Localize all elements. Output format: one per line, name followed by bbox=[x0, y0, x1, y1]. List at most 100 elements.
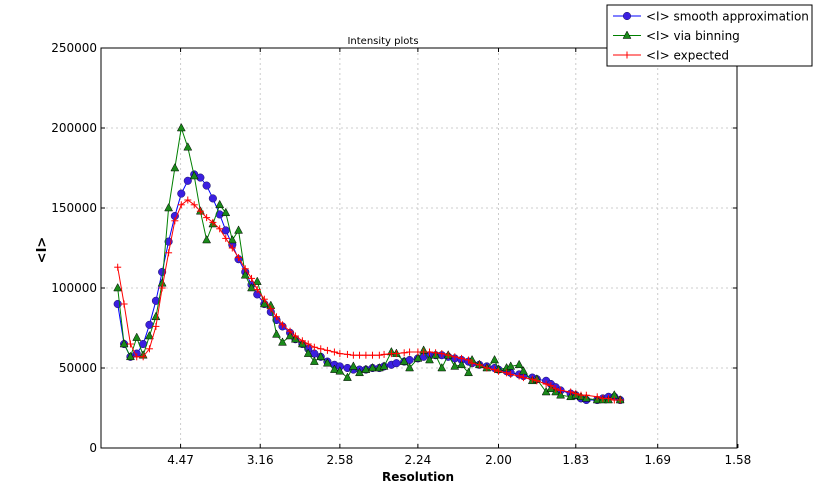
data-point-via-binning bbox=[335, 366, 345, 375]
data-point-via-binning bbox=[343, 372, 352, 381]
data-point-expected bbox=[375, 351, 383, 359]
data-point-expected bbox=[248, 274, 256, 282]
data-point-via-binning bbox=[176, 122, 186, 132]
data-point-expected bbox=[317, 345, 325, 353]
data-point-expected bbox=[235, 254, 243, 262]
series-line-via-binning bbox=[117, 127, 621, 401]
data-point-expected bbox=[515, 372, 523, 380]
data-point-via-binning bbox=[278, 337, 287, 346]
data-point-smooth-approximation bbox=[158, 267, 167, 277]
data-point-via-binning bbox=[285, 330, 295, 340]
data-point-expected bbox=[420, 348, 428, 356]
x-tick-label: 1.58 bbox=[725, 453, 752, 467]
data-point-expected bbox=[145, 345, 153, 353]
series-layer bbox=[113, 122, 625, 405]
data-point-via-binning bbox=[405, 362, 414, 372]
data-point-via-binning bbox=[322, 358, 332, 367]
data-point-expected bbox=[171, 217, 179, 225]
data-point-expected bbox=[507, 370, 515, 378]
legend-frame bbox=[606, 4, 813, 67]
data-point-via-binning bbox=[145, 330, 154, 340]
data-point-via-binning bbox=[303, 348, 313, 357]
legend-marker-smooth-approximation bbox=[622, 11, 632, 21]
legend: <I> smooth approximation <I> via binning <… bbox=[606, 4, 813, 67]
data-point-via-binning bbox=[457, 359, 466, 369]
data-point-expected bbox=[438, 350, 446, 358]
data-point-via-binning bbox=[329, 364, 339, 373]
data-point-expected bbox=[139, 353, 147, 361]
x-tick-label: 4.47 bbox=[167, 453, 194, 467]
data-point-via-binning bbox=[355, 367, 364, 377]
data-point-smooth-approximation bbox=[208, 194, 217, 203]
data-point-via-binning bbox=[234, 225, 243, 234]
y-tick-label: 100000 bbox=[51, 281, 97, 295]
data-point-smooth-approximation bbox=[202, 181, 211, 190]
y-tick-label: 50000 bbox=[59, 361, 97, 375]
data-point-expected bbox=[368, 351, 376, 359]
data-point-expected bbox=[552, 385, 560, 393]
data-point-smooth-approximation bbox=[177, 189, 186, 198]
data-point-expected bbox=[426, 348, 434, 356]
x-tick-label: 1.69 bbox=[644, 453, 671, 467]
data-point-expected bbox=[605, 394, 613, 402]
data-point-via-binning bbox=[151, 311, 161, 321]
data-point-expected bbox=[291, 332, 299, 340]
data-point-expected bbox=[616, 396, 624, 404]
data-point-expected bbox=[458, 354, 466, 362]
data-point-expected bbox=[272, 313, 280, 321]
data-point-expected bbox=[444, 351, 452, 359]
data-point-via-binning bbox=[272, 329, 281, 338]
data-point-via-binning bbox=[170, 162, 180, 172]
data-point-expected bbox=[475, 361, 483, 369]
data-point-expected bbox=[158, 284, 166, 292]
data-point-expected bbox=[503, 369, 511, 377]
data-point-expected bbox=[165, 249, 173, 257]
plot-area-frame bbox=[100, 47, 738, 449]
data-point-via-binning bbox=[437, 362, 447, 372]
data-point-via-binning bbox=[309, 356, 319, 365]
data-point-expected bbox=[432, 349, 440, 357]
data-point-via-binning bbox=[514, 359, 524, 369]
data-point-expected bbox=[400, 349, 408, 357]
data-point-expected bbox=[260, 295, 268, 303]
data-point-via-binning bbox=[247, 282, 256, 292]
y-axis-label: <I> bbox=[35, 237, 50, 264]
data-point-via-binning bbox=[189, 170, 199, 180]
data-point-expected bbox=[362, 351, 370, 359]
data-point-via-binning bbox=[227, 234, 237, 244]
data-point-via-binning bbox=[132, 332, 142, 341]
data-point-expected bbox=[392, 350, 400, 358]
data-point-via-binning bbox=[252, 276, 262, 285]
data-point-expected bbox=[253, 286, 261, 294]
data-point-expected bbox=[451, 353, 459, 361]
series-via-binning bbox=[113, 122, 625, 404]
data-point-via-binning bbox=[413, 353, 423, 362]
data-point-via-binning bbox=[202, 234, 212, 244]
data-point-smooth-approximation bbox=[113, 299, 122, 309]
data-point-expected bbox=[380, 350, 388, 358]
data-point-expected bbox=[468, 359, 476, 367]
data-point-via-binning bbox=[464, 367, 473, 377]
y-tick-label: 150000 bbox=[51, 201, 97, 215]
data-point-via-binning bbox=[379, 361, 389, 370]
data-point-expected bbox=[519, 374, 527, 382]
data-point-smooth-approximation bbox=[392, 359, 401, 368]
x-tick-label: 1.83 bbox=[562, 453, 589, 467]
data-point-expected bbox=[465, 356, 473, 364]
data-point-expected bbox=[528, 375, 536, 383]
y-tick-label: 200000 bbox=[51, 121, 97, 135]
axis-ticks: 4.47 3.16 2.58 2.24 2.00 1.83 1.69 1.58 0 50000 10… bbox=[51, 41, 751, 467]
x-tick-label: 2.58 bbox=[327, 453, 354, 467]
data-point-via-binning bbox=[126, 351, 135, 361]
data-point-via-binning bbox=[316, 351, 326, 361]
data-point-expected bbox=[203, 214, 211, 222]
legend-label-via-binning: <I> via binning bbox=[646, 29, 740, 43]
data-point-expected bbox=[209, 218, 217, 226]
data-point-expected bbox=[356, 351, 364, 359]
data-point-via-binning bbox=[556, 390, 566, 399]
y-tick-label: 0 bbox=[89, 441, 97, 455]
x-tick-label: 2.24 bbox=[405, 453, 432, 467]
data-point-expected bbox=[330, 348, 338, 356]
data-point-via-binning bbox=[425, 354, 434, 364]
